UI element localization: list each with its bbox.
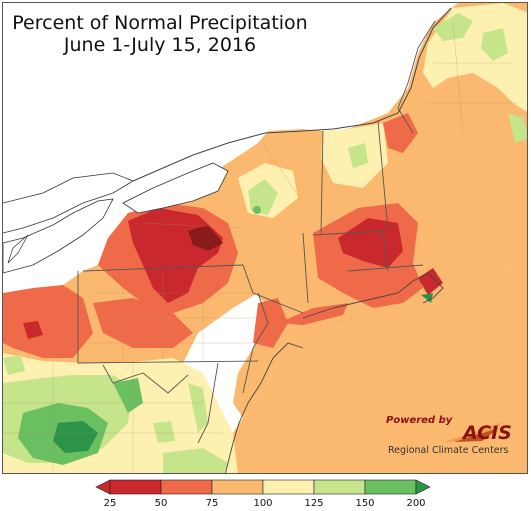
zone-pa-west-dry [3, 285, 93, 358]
map-title-line1: Percent of Normal Precipitation [12, 12, 308, 34]
county-lines [3, 22, 518, 473]
zone-wv-west-wet [3, 355, 25, 375]
legend-tick: 75 [205, 498, 219, 509]
legend-tick: 125 [304, 498, 324, 509]
zone-nj-dry [253, 298, 288, 348]
acis-brand: ACIS [463, 422, 512, 444]
map-frame [2, 2, 528, 474]
coastline [225, 342, 304, 473]
zone-wv-wettest [53, 421, 98, 453]
map-title-line2: June 1-July 15, 2016 [63, 34, 257, 56]
zone-south-wet2 [163, 448, 228, 473]
legend-swatch [160, 479, 213, 495]
zone-md-wet [153, 421, 175, 443]
legend: 25 50 75 100 125 150 200 [90, 478, 440, 509]
legend-swatch [211, 479, 264, 495]
zone-sne-very-dry [338, 218, 403, 268]
zone-pa-west-very-dry [23, 321, 43, 339]
legend-swatch [109, 479, 162, 495]
land-north [128, 3, 527, 418]
zone-vt-wet [348, 143, 368, 168]
legend-arrow-left [95, 479, 111, 495]
legend-tick: 25 [103, 498, 117, 509]
zone-adk-wet [248, 179, 278, 215]
zone-adk-wetter [253, 206, 261, 214]
state-boundaries [77, 20, 436, 444]
legend-tick: 50 [154, 498, 168, 509]
legend-swatch [262, 479, 315, 495]
legend-swatch [313, 479, 366, 495]
zone-wny-extreme [188, 225, 223, 251]
zone-maine-wet [433, 13, 473, 41]
zone-pa-central-dry [93, 298, 193, 348]
legend-tick: 200 [406, 498, 426, 509]
zone-maine-wet3 [508, 113, 527, 143]
legend-swatch [364, 479, 417, 495]
precipitation-map [3, 3, 527, 473]
zone-delmarva-wet [188, 383, 208, 433]
lake-huron-shore [7, 234, 29, 264]
lake-erie [3, 198, 114, 274]
zone-maine-wet2 [481, 28, 508, 61]
canada-border [132, 7, 452, 182]
zone-cape-wet [421, 293, 433, 303]
powered-by-label: Powered by [386, 415, 453, 426]
lake-erie-shore [3, 172, 134, 234]
acis-logo: Powered by ACIS Regional Climate Centers [384, 414, 514, 460]
legend-tick: 150 [355, 498, 375, 509]
zone-va-wet [113, 378, 143, 413]
coastline-sne [302, 272, 444, 319]
legend-colorbar [95, 479, 431, 495]
zone-nh-dry [383, 113, 418, 153]
legend-arrow-right [415, 479, 431, 495]
legend-tick: 100 [253, 498, 273, 509]
acis-subtitle: Regional Climate Centers [388, 445, 509, 456]
lake-ontario [122, 162, 229, 214]
acis-swoosh-icon [444, 422, 504, 442]
